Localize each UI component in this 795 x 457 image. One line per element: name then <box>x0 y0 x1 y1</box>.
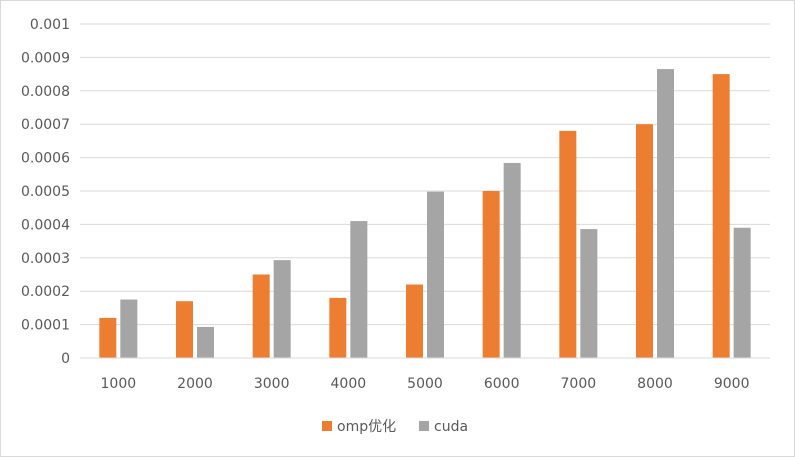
bars <box>99 69 751 358</box>
bar-cuda-6000 <box>503 162 521 358</box>
bar-omp-2000 <box>176 301 193 358</box>
bar-cuda-3000 <box>273 260 291 358</box>
y-tick-label: 0.0007 <box>21 117 70 133</box>
x-tick-label: 5000 <box>407 376 443 392</box>
y-tick-label: 0.0003 <box>21 251 70 267</box>
bar-cuda-7000 <box>580 229 598 358</box>
bar-omp-4000 <box>329 297 347 358</box>
y-tick-label: 0 <box>61 351 70 367</box>
x-tick-label: 1000 <box>101 376 137 392</box>
y-tick-label: 0.0001 <box>21 318 70 334</box>
bar-omp-1000 <box>99 317 117 358</box>
x-tick-label: 8000 <box>637 376 673 392</box>
x-tick-label: 4000 <box>331 376 367 392</box>
y-tick-label: 0.0009 <box>21 50 70 66</box>
bar-cuda-8000 <box>657 69 674 358</box>
legend-label: omp优化 <box>337 419 396 435</box>
legend: omp优化 cuda <box>322 419 468 435</box>
bar-cuda-4000 <box>350 221 368 358</box>
x-axis-tick-labels: 1000 2000 3000 4000 5000 6000 7000 8000 9000 <box>101 376 750 392</box>
legend-label: cuda <box>434 419 468 435</box>
x-tick-label: 7000 <box>561 376 597 392</box>
x-tick-label: 9000 <box>714 376 750 392</box>
x-tick-label: 2000 <box>177 376 213 392</box>
bar-omp-3000 <box>252 274 270 358</box>
y-tick-label: 0.0008 <box>21 84 70 100</box>
y-tick-label: 0.0005 <box>21 184 70 200</box>
x-tick-label: 3000 <box>254 376 290 392</box>
y-tick-label: 0.0002 <box>21 284 70 300</box>
legend-swatch <box>322 421 332 431</box>
y-tick-label: 0.0006 <box>21 151 70 167</box>
y-tick-label: 0.001 <box>30 17 70 33</box>
bar-omp-5000 <box>406 284 423 358</box>
gridlines <box>80 23 770 326</box>
bar-omp-6000 <box>482 191 500 358</box>
x-tick-label: 6000 <box>484 376 520 392</box>
y-tick-label: 0.0004 <box>21 217 70 233</box>
bar-cuda-9000 <box>733 227 751 358</box>
bar-omp-7000 <box>559 130 577 358</box>
bar-cuda-1000 <box>120 299 138 358</box>
bar-cuda-2000 <box>197 326 214 358</box>
bar-cuda-5000 <box>427 191 444 358</box>
bar-omp-9000 <box>712 74 730 358</box>
y-axis-tick-labels: 0 0.0001 0.0002 0.0003 0.0004 0.0005 0.0006 0.0… <box>21 17 70 367</box>
bar-omp-8000 <box>636 124 653 358</box>
legend-swatch <box>419 421 429 431</box>
